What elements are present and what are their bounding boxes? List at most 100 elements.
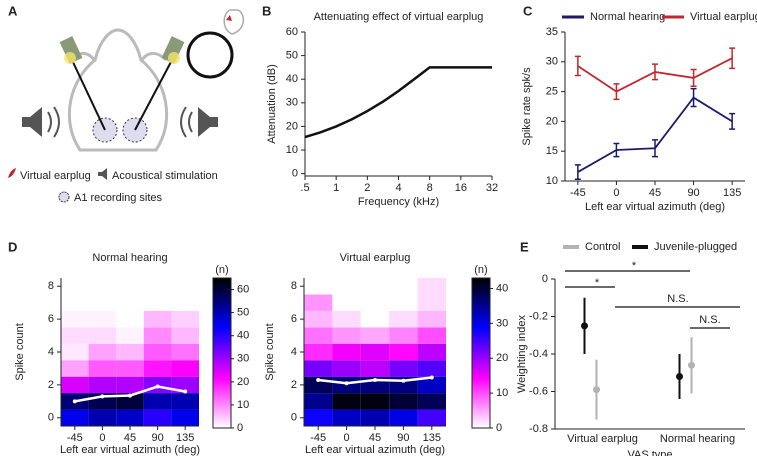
heatmap-cell: [61, 310, 89, 328]
y-tick-label: 20: [546, 115, 558, 127]
heatmap-cell: [304, 409, 333, 426]
mean-point: [183, 389, 188, 394]
x-axis-label: VAS type: [627, 449, 672, 456]
legend-label: Virtual earplug: [690, 11, 757, 23]
heatmap-cell: [417, 376, 446, 394]
mean-point: [128, 393, 132, 398]
x-tick-label: 90: [687, 187, 699, 199]
y-tick-label: 40: [286, 73, 298, 85]
heatmap-cell: [304, 327, 333, 344]
heatmap-cell: [171, 343, 199, 361]
legend-label: Virtual earplug: [20, 170, 91, 182]
x-tick-label: 45: [369, 432, 381, 444]
x-tick-label: .5: [300, 182, 309, 194]
colorbar-tick-label: 30: [496, 317, 508, 329]
heatmap-cell: [332, 393, 361, 410]
heatmap-cell: [143, 343, 172, 361]
colorbar-label: (n): [215, 264, 228, 276]
heatmap-cell: [389, 327, 418, 344]
heatmap-cell: [360, 360, 390, 377]
y-axis-label: Spike count: [264, 323, 276, 380]
x-tick-label: 135: [723, 187, 741, 199]
panel-letter: D: [8, 239, 17, 254]
heatmap-cell: [360, 310, 390, 328]
heatmap-cell: [143, 393, 172, 410]
heatmap-cell: [171, 360, 199, 377]
heatmap-cell: [88, 343, 117, 361]
heatmap-cell: [360, 393, 390, 410]
heatmap-cell: [88, 310, 117, 328]
panel-letter: A: [8, 3, 18, 18]
data-point: [593, 386, 600, 394]
heatmap-cell: [332, 343, 361, 361]
x-tick-label: 90: [151, 432, 163, 444]
x-axis-label: Left ear virtual azimuth (deg): [60, 444, 200, 456]
y-tick-label: 4: [48, 346, 54, 358]
heatmap-cell: [417, 360, 446, 377]
colorbar-tick-label: 20: [496, 352, 508, 364]
heatmap-cell: [171, 409, 199, 426]
colorbar-tick-label: 0: [496, 422, 502, 434]
axis-line: [303, 278, 446, 427]
x-axis-label: Left ear virtual azimuth (deg): [585, 201, 725, 213]
heatmap-cell: [143, 360, 172, 377]
attenuation-line: [304, 66, 492, 139]
heatmap-cell: [116, 310, 144, 328]
x-tick-label: 16: [455, 182, 467, 194]
mean-point: [72, 399, 77, 404]
axis-line: [564, 32, 745, 182]
heatmap-cell: [171, 327, 199, 344]
error-bar: [729, 47, 736, 70]
heatmap-cell: [304, 278, 333, 295]
heatmap-cell: [304, 393, 333, 410]
x-axis-label: Frequency (kHz): [358, 196, 439, 208]
heatmap-cell: [171, 310, 199, 328]
legend-label: Control: [585, 241, 620, 253]
x-tick-label: Normal hearing: [660, 433, 735, 445]
colorbar-tick-label: 10: [237, 399, 249, 411]
heatmap-cell: [332, 360, 361, 377]
y-tick-label: 0: [292, 168, 298, 180]
error-bar: [574, 55, 581, 77]
x-tick-label: 0: [99, 432, 105, 444]
chart-title: Attenuating effect of virtual earplug: [314, 11, 484, 23]
mean-point: [401, 378, 406, 383]
x-axis-label: Left ear virtual azimuth (deg): [305, 444, 445, 456]
y-axis-label: Attenuation (dB): [266, 64, 278, 144]
heatmap-cell: [332, 327, 361, 344]
x-tick-label: 135: [423, 432, 441, 444]
y-tick-label: 10: [286, 144, 298, 156]
error-bar: [613, 142, 620, 158]
heatmap-cell: [88, 409, 117, 426]
y-tick-label: 30: [286, 97, 298, 109]
x-tick-label: -45: [67, 432, 83, 444]
y-tick-label: 6: [291, 313, 297, 325]
heatmap-cell: [417, 294, 446, 311]
colorbar-tick-label: 20: [237, 376, 249, 388]
data-point: [688, 361, 695, 369]
heatmap-cell: [360, 278, 390, 295]
y-tick-label: -0.2: [529, 310, 548, 322]
y-tick-label: 2: [291, 379, 297, 391]
heatmap-cell: [389, 409, 418, 426]
axis-line: [554, 279, 745, 430]
y-tick-label: 6: [48, 313, 54, 325]
x-tick-label: 1: [333, 182, 339, 194]
heatmap-cell: [88, 360, 117, 377]
heatmap-cell: [332, 278, 361, 295]
error-bar: [652, 139, 658, 158]
heatmap-cell: [116, 409, 144, 426]
heatmap-cell: [143, 409, 172, 426]
heatmap-cell: [389, 393, 418, 410]
heatmap-cell: [61, 409, 89, 426]
data-point: [676, 373, 683, 380]
y-tick-label: 0: [48, 412, 54, 424]
panel-letter: E: [520, 239, 529, 254]
error-bar: [690, 87, 697, 108]
heatmap-cell: [88, 376, 117, 394]
y-tick-label: 50: [286, 50, 298, 62]
mean-point: [429, 375, 434, 380]
heatmap-cell: [88, 327, 117, 344]
x-tick-label: 45: [649, 187, 661, 199]
